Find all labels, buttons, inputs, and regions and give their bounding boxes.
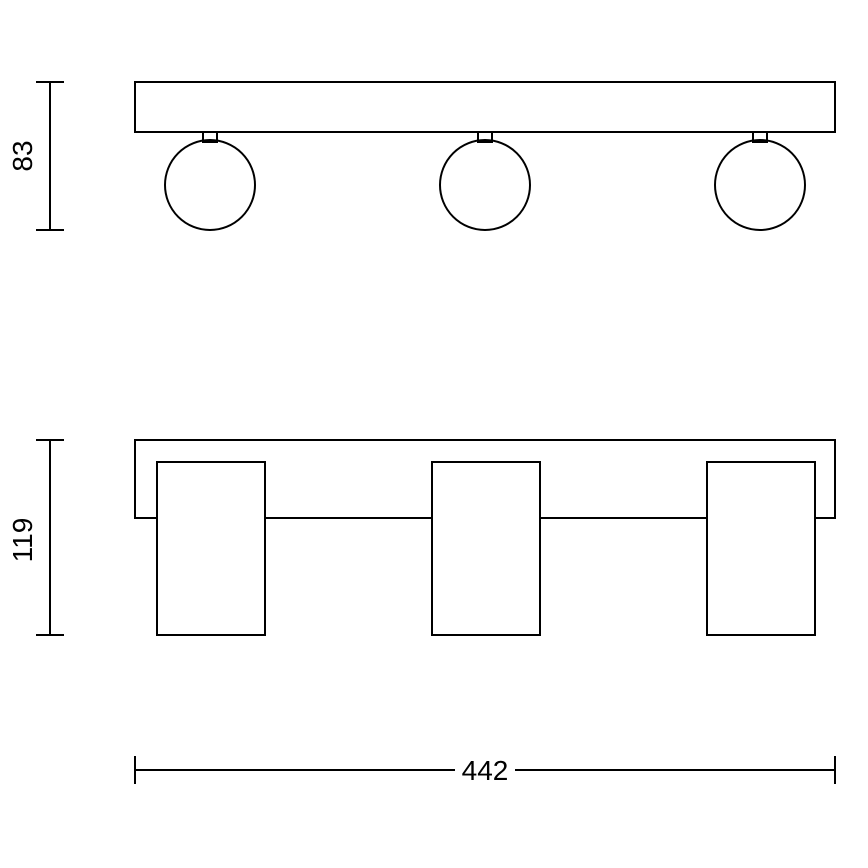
top-circle-1 <box>165 140 255 230</box>
dim-bracket-top-height <box>36 82 64 230</box>
bottom-rect-2 <box>432 462 540 635</box>
top-circle-2 <box>440 140 530 230</box>
bottom-rect-3 <box>707 462 815 635</box>
top-circle-3 <box>715 140 805 230</box>
top-view-bar <box>135 82 835 132</box>
dim-label-bottom-height: 119 <box>7 518 38 563</box>
dim-label-top-height: 83 <box>7 140 38 171</box>
technical-drawing: 83 119 442 <box>0 0 868 868</box>
dim-label-overall-width: 442 <box>462 755 509 786</box>
dim-bracket-bottom-height <box>36 440 64 635</box>
bottom-rect-1 <box>157 462 265 635</box>
